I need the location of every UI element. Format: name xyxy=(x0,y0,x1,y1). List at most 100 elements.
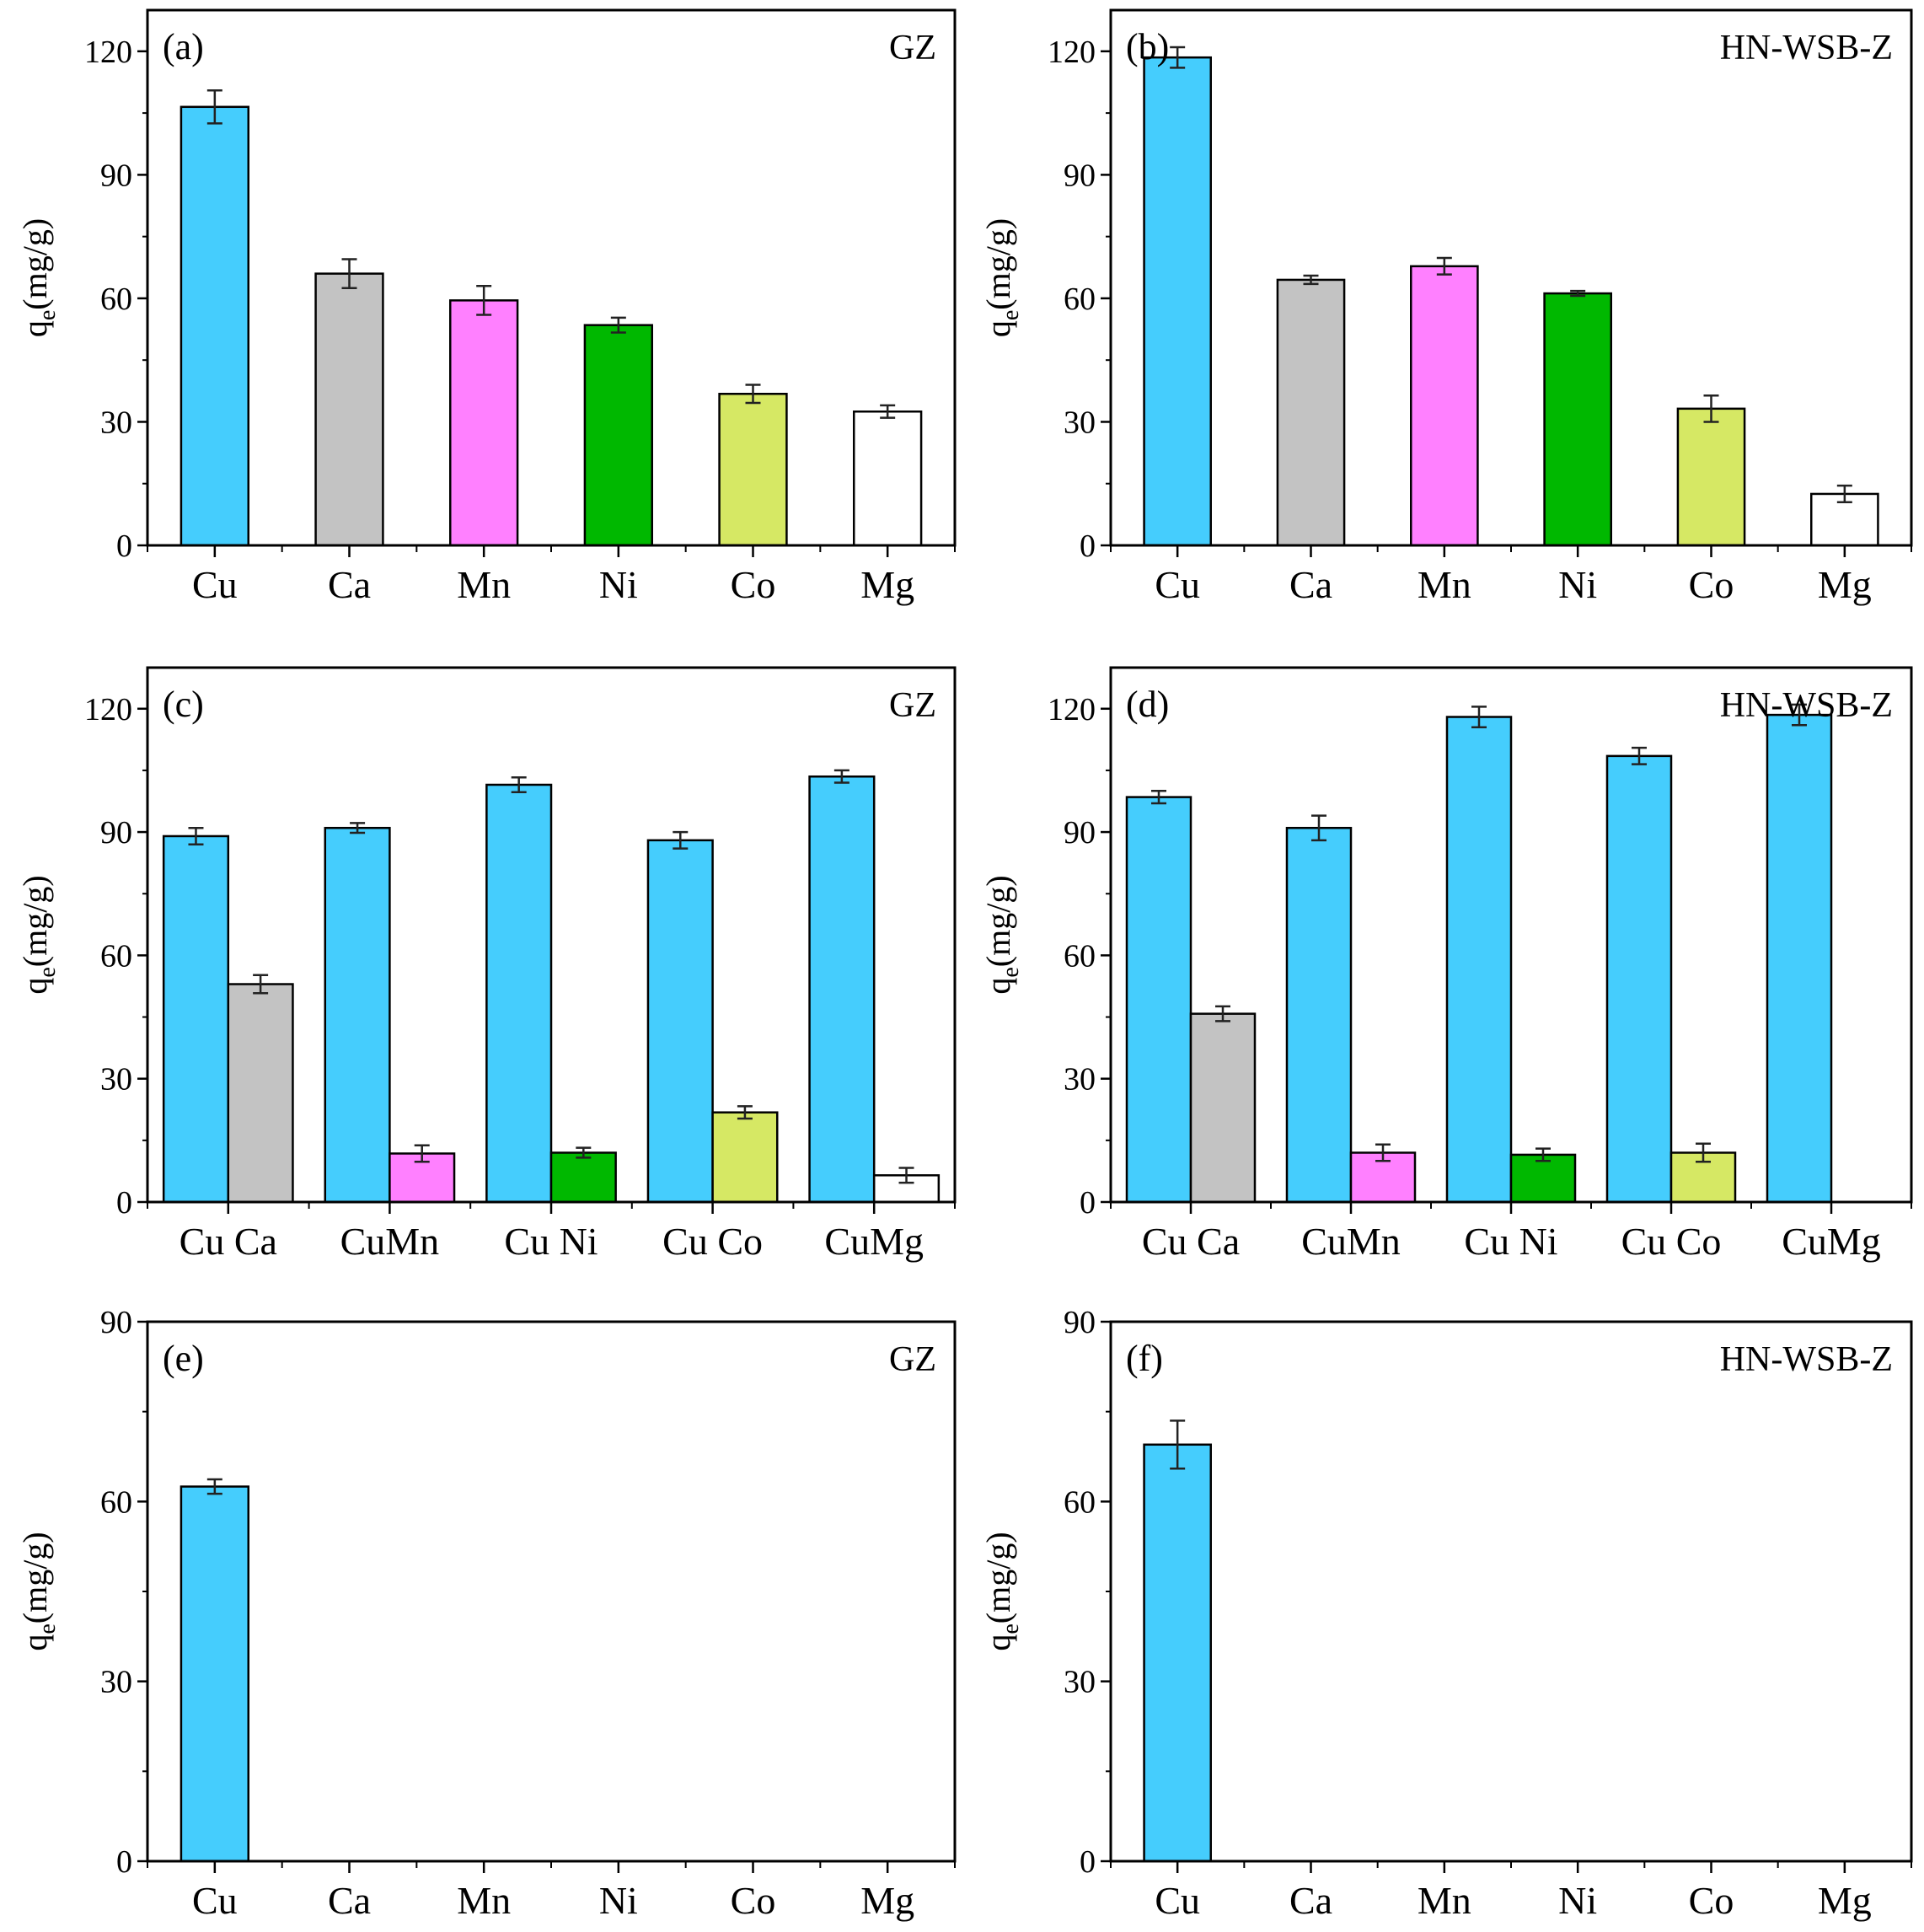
y-tick-label: 0 xyxy=(1080,1185,1096,1221)
x-tick-label: Cu xyxy=(1155,563,1200,606)
y-axis-label-sub: e xyxy=(998,1623,1024,1634)
x-tick-label: Ca xyxy=(1289,563,1332,606)
y-tick-label: 0 xyxy=(1080,529,1096,564)
bar-ni xyxy=(583,324,654,547)
panel-label: (d) xyxy=(1126,684,1169,725)
y-axis-label-unit: (mg/g) xyxy=(979,875,1017,967)
bar-cu xyxy=(808,775,876,1204)
y-tick-label: 120 xyxy=(84,692,132,727)
x-tick-label: Ni xyxy=(599,1879,638,1922)
y-axis-label-sub: e xyxy=(998,967,1024,977)
x-tick-label: Mn xyxy=(1418,1879,1471,1922)
bar-cu xyxy=(1445,716,1513,1204)
x-tick-label: Cu Ni xyxy=(504,1220,598,1263)
y-axis-label: qe(mg/g) xyxy=(16,1532,61,1650)
bar-ca xyxy=(1189,1012,1257,1204)
plot-frame xyxy=(146,8,957,547)
panel-label: (b) xyxy=(1126,26,1169,67)
y-axis-label-unit: (mg/g) xyxy=(16,218,54,310)
y-tick-label: 30 xyxy=(100,1665,132,1700)
sample-label: HN-WSB-Z xyxy=(1720,1340,1893,1379)
bar-ni xyxy=(549,1151,617,1204)
x-tick-label: CuMn xyxy=(340,1220,440,1263)
y-tick-label: 0 xyxy=(116,1185,132,1221)
panel-label: (e) xyxy=(163,1338,204,1379)
sample-label: GZ xyxy=(889,29,936,67)
sample-label: GZ xyxy=(889,1340,936,1379)
y-tick-label: 30 xyxy=(1064,405,1096,440)
y-tick-label: 60 xyxy=(1064,282,1096,317)
x-tick-label: Cu Ca xyxy=(180,1220,277,1263)
y-tick-label: 0 xyxy=(1080,1844,1096,1880)
y-axis-label-main: q xyxy=(16,320,54,337)
bar-cu xyxy=(1143,1443,1213,1863)
x-tick-label: Cu Ca xyxy=(1142,1220,1240,1263)
y-axis-label-sub: e xyxy=(35,967,61,977)
x-tick-label: Cu xyxy=(192,563,238,606)
y-tick-label: 60 xyxy=(100,282,132,317)
x-tick-label: Mg xyxy=(860,1879,914,1922)
x-tick-label: Cu xyxy=(192,1879,238,1922)
bar-cu xyxy=(162,835,230,1204)
bar-cu xyxy=(1766,713,1833,1204)
y-axis-label-sub: e xyxy=(35,1623,61,1634)
bar-cu xyxy=(180,105,250,547)
y-axis-label-main: q xyxy=(979,320,1017,337)
y-tick-label: 30 xyxy=(100,405,132,440)
y-tick-label: 30 xyxy=(1064,1665,1096,1700)
bar-cu xyxy=(324,826,391,1204)
x-tick-label: CuMg xyxy=(824,1220,924,1263)
chart-panel-6: 0 30 60 90 qe(mg/g) Cu Ca Mn Ni Co Mg (f) HN-WSB-Z xyxy=(979,1305,1913,1922)
chart-panel-4: 0 30 60 90 120 qe(mg/g) Cu Ca CuMn Cu Ni Cu Co CuM… xyxy=(979,666,1913,1263)
plot-frame xyxy=(1109,1320,1913,1863)
bar-mg xyxy=(853,411,923,547)
y-axis-label-unit: (mg/g) xyxy=(979,1532,1017,1623)
y-axis-label: qe(mg/g) xyxy=(979,1532,1024,1650)
sample-label: HN-WSB-Z xyxy=(1720,686,1893,725)
y-axis-label-unit: (mg/g) xyxy=(979,218,1017,310)
x-tick-label: Mg xyxy=(860,563,914,606)
y-tick-label: 90 xyxy=(1064,815,1096,851)
y-axis-label-unit: (mg/g) xyxy=(16,1532,54,1623)
chart-panel-1: 0 30 60 90 120 qe(mg/g) Cu Ca Mn Ni Co Mg (a) GZ xyxy=(16,8,957,606)
y-tick-label: 30 xyxy=(100,1062,132,1097)
y-tick-label: 90 xyxy=(100,1305,132,1340)
x-tick-label: Co xyxy=(731,563,776,606)
y-axis-label-main: q xyxy=(979,1634,1017,1651)
bar-ca xyxy=(1276,278,1346,547)
bar-ca xyxy=(227,983,294,1204)
y-tick-label: 90 xyxy=(1064,158,1096,193)
y-tick-label: 120 xyxy=(1048,692,1096,727)
x-tick-label: Cu xyxy=(1155,1879,1200,1922)
x-tick-label: Co xyxy=(1689,1879,1734,1922)
panel-label: (f) xyxy=(1126,1338,1163,1379)
panel-label: (c) xyxy=(163,684,204,725)
chart-panel-5: 0 30 60 90 qe(mg/g) Cu Ca Mn Ni Co Mg (e) GZ xyxy=(16,1305,957,1922)
y-tick-label: 60 xyxy=(100,938,132,974)
y-tick-label: 0 xyxy=(116,529,132,564)
chart-panel-2: 0 30 60 90 120 qe(mg/g) Cu Ca Mn Ni Co Mg (b) HN-WSB-… xyxy=(979,8,1913,606)
sample-label: GZ xyxy=(889,686,936,725)
y-tick-label: 60 xyxy=(1064,938,1096,974)
bar-co xyxy=(1676,407,1746,547)
chart-panel-3: 0 30 60 90 120 qe(mg/g) Cu Ca CuMn Cu Ni Cu Co CuM… xyxy=(16,666,957,1263)
x-tick-label: Co xyxy=(1689,563,1734,606)
sample-label: HN-WSB-Z xyxy=(1720,29,1893,67)
panel-label: (a) xyxy=(163,26,204,67)
x-tick-label: Ca xyxy=(328,1879,371,1922)
y-tick-label: 60 xyxy=(100,1484,132,1520)
y-axis-label: qe(mg/g) xyxy=(16,218,61,337)
y-tick-label: 60 xyxy=(1064,1484,1096,1520)
y-axis-label-main: q xyxy=(979,978,1017,995)
y-tick-label: 120 xyxy=(1048,35,1096,70)
y-axis-label-main: q xyxy=(16,978,54,995)
plot-frame xyxy=(146,666,957,1204)
y-axis-label-unit: (mg/g) xyxy=(16,875,54,967)
y-tick-label: 120 xyxy=(84,35,132,70)
bar-cu xyxy=(1125,796,1192,1204)
y-axis-label: qe(mg/g) xyxy=(979,218,1024,337)
x-tick-label: Ca xyxy=(328,563,371,606)
plot-frame xyxy=(1109,666,1913,1204)
bar-cu xyxy=(180,1485,250,1863)
